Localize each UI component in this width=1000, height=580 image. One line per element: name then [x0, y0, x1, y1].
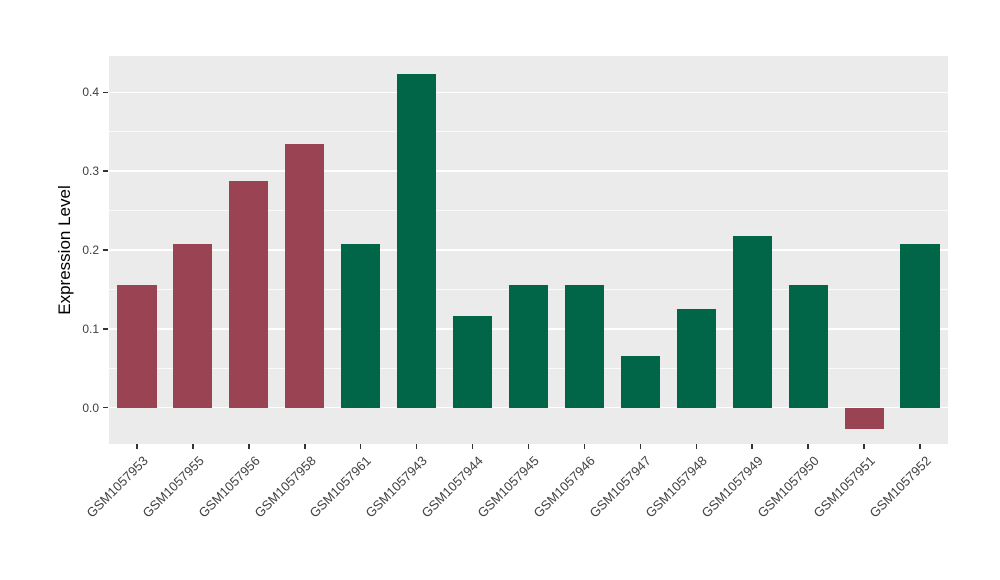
bar-GSM1057955 [173, 244, 213, 408]
x-tick-mark [471, 444, 474, 449]
y-tick-mark [103, 249, 108, 251]
plot-panel [109, 56, 948, 444]
bar-GSM1057958 [285, 144, 325, 408]
gridline-minor [109, 210, 948, 212]
x-tick-mark [639, 444, 642, 449]
x-tick-mark [695, 444, 698, 449]
gridline-major [109, 249, 948, 251]
x-tick-mark [863, 444, 865, 449]
y-tick-label: 0.3 [82, 164, 99, 179]
x-tick-mark [359, 444, 362, 449]
bar-GSM1057945 [508, 285, 549, 408]
x-tick-mark [136, 444, 138, 449]
bar-GSM1057952 [900, 244, 940, 408]
x-tick-mark [919, 444, 921, 449]
x-tick-mark [192, 444, 194, 449]
y-tick-mark [103, 91, 108, 94]
bar-GSM1057956 [229, 181, 269, 408]
x-tick-mark [751, 444, 753, 449]
y-tick-mark [103, 170, 108, 172]
y-tick-label: 0.1 [82, 321, 99, 336]
x-tick-mark [527, 444, 530, 449]
y-tick-label: 0.0 [82, 400, 99, 415]
gridline-major [109, 91, 948, 94]
bar-GSM1057946 [564, 285, 604, 408]
bar-GSM1057944 [452, 316, 493, 408]
y-tick-label: 0.2 [82, 243, 99, 257]
gridline-major [109, 406, 948, 409]
gridline-major [109, 170, 948, 172]
x-tick-mark [807, 444, 809, 449]
bar-GSM1057948 [676, 309, 716, 408]
bar-GSM1057943 [397, 74, 437, 408]
bar-GSM1057953 [117, 285, 157, 408]
y-tick-label: 0.4 [82, 85, 99, 100]
gridline-minor [109, 131, 948, 133]
y-tick-mark [103, 328, 108, 330]
bar-GSM1057949 [732, 235, 772, 408]
x-tick-mark [583, 444, 586, 449]
x-tick-mark [415, 444, 418, 449]
bar-GSM1057947 [620, 356, 660, 408]
x-tick-mark [304, 444, 306, 449]
bar-GSM1057961 [341, 244, 381, 408]
y-tick-mark [103, 406, 108, 409]
bar-GSM1057951 [844, 407, 884, 429]
bar-GSM1057950 [788, 285, 828, 408]
x-tick-mark [248, 444, 250, 449]
